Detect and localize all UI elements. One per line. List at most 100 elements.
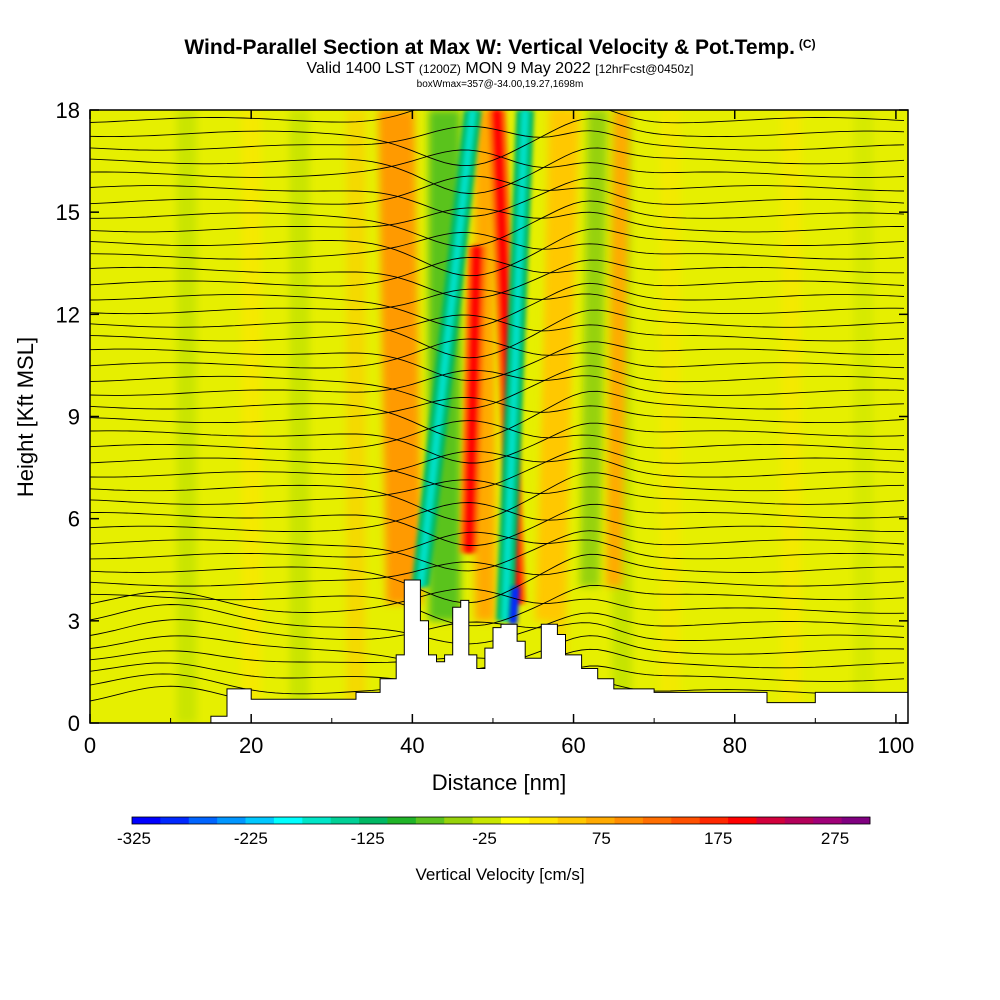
updraft-plume <box>378 110 423 604</box>
colorbar-label: 75 <box>592 829 611 848</box>
theta-contour <box>90 175 905 205</box>
y-tick-label: 12 <box>56 302 80 327</box>
colorbar-label: -25 <box>472 829 497 848</box>
colorbar-swatch <box>557 817 587 824</box>
x-tick-label: 20 <box>239 733 263 758</box>
colorbar-swatch <box>188 817 218 824</box>
colorbar-swatch <box>160 817 190 824</box>
downdraft-core <box>501 110 530 621</box>
theta-contour <box>90 149 905 178</box>
velocity-field <box>176 110 874 723</box>
y-axis-title: Height [Kft MSL] <box>13 337 38 497</box>
field-streak <box>781 110 802 723</box>
theta-contour <box>90 256 905 287</box>
theta-contour <box>90 472 905 522</box>
chart-box-info: boxWmax=357@-34.00,19.27,1698m <box>416 79 584 90</box>
colorbar-swatch <box>302 817 332 824</box>
theta-contour <box>90 479 905 505</box>
y-tick-label: 15 <box>56 200 80 225</box>
theta-contour <box>90 259 904 299</box>
terrain-profile <box>90 579 908 723</box>
theta-contour <box>90 200 905 248</box>
colorbar-swatch <box>728 817 757 824</box>
colorbar-swatch <box>784 817 814 824</box>
theta-contour <box>90 420 905 451</box>
field-streak <box>241 110 262 723</box>
theta-contour <box>90 588 905 614</box>
theta-contour <box>90 502 904 533</box>
colorbar-label: -225 <box>234 829 268 848</box>
colorbar-label: 175 <box>704 829 732 848</box>
x-axis-title: Distance [nm] <box>432 770 567 795</box>
x-tick-labels: 0 20 40 60 80 100 <box>84 733 914 758</box>
downdraft-core <box>416 110 477 587</box>
theta-contour <box>90 309 905 359</box>
colorbar-label: -125 <box>351 829 385 848</box>
y-tick-label: 9 <box>68 405 80 430</box>
theta-contour <box>90 365 905 410</box>
theta-contour <box>90 147 905 194</box>
colorbar-swatch <box>472 817 502 824</box>
y-tick-label: 18 <box>56 98 80 123</box>
theta-contour <box>90 110 905 124</box>
theta-contour <box>90 288 905 315</box>
theta-contour <box>90 338 905 369</box>
colorbar-swatch <box>586 817 615 824</box>
colorbar-swatch <box>415 817 445 824</box>
theta-contour <box>90 422 905 464</box>
colorbar-frame <box>131 816 871 825</box>
theta-contour <box>90 177 905 217</box>
chart-subtitle: Valid 1400 LST (1200Z) MON 9 May 2022 [1… <box>306 60 694 77</box>
theta-contour <box>90 390 905 441</box>
theta-contour <box>90 561 905 587</box>
colorbar-swatch <box>501 817 530 824</box>
theta-contour <box>90 447 905 491</box>
theta-contour <box>90 369 905 396</box>
axes <box>89 109 908 724</box>
theta-contour <box>90 282 905 329</box>
theta-contour <box>90 531 905 560</box>
x-tick-label: 80 <box>722 733 746 758</box>
theta-contours <box>90 110 905 709</box>
colorbar-swatch <box>813 817 843 824</box>
theta-contour <box>90 503 905 546</box>
colorbar-swatch <box>273 817 303 824</box>
updraft-core <box>464 246 481 553</box>
colorbar-swatch <box>217 817 246 824</box>
x-tick-label: 0 <box>84 733 96 758</box>
colorbar-swatch <box>756 817 786 824</box>
colorbar-swatch <box>699 817 729 824</box>
theta-contour <box>90 530 905 572</box>
field-streak <box>289 110 310 723</box>
theta-contour <box>90 450 905 478</box>
theta-contour <box>90 118 905 167</box>
colorbar <box>131 816 871 825</box>
colorbar-title: Vertical Velocity [cm/s] <box>415 865 584 884</box>
colorbar-label: -325 <box>117 829 151 848</box>
theta-contour <box>90 207 904 233</box>
colorbar-swatch <box>245 817 275 824</box>
theta-contour <box>90 619 905 641</box>
theta-contour <box>90 341 905 382</box>
colorbar-swatch <box>444 817 474 824</box>
colorbar-swatch <box>841 817 871 824</box>
theta-contour <box>90 232 905 260</box>
y-tick-label: 3 <box>68 609 80 634</box>
colorbar-swatch <box>132 817 161 824</box>
field-streak <box>176 110 197 723</box>
colorbar-label: 275 <box>821 829 849 848</box>
x-tick-label: 60 <box>561 733 585 758</box>
chart-title: Wind-Parallel Section at Max W: Vertical… <box>184 36 816 59</box>
updraft-plume <box>474 110 495 621</box>
colorbar-swatch <box>359 817 388 824</box>
theta-contour <box>90 228 905 277</box>
x-tick-label: 40 <box>400 733 424 758</box>
colorbar-swatch <box>614 817 644 824</box>
colorbar-swatch <box>387 817 417 824</box>
colorbar-swatch <box>642 817 672 824</box>
field-streak <box>853 110 874 723</box>
theta-contour <box>90 125 905 151</box>
y-tick-label: 6 <box>68 507 80 532</box>
theta-contour <box>90 553 904 604</box>
